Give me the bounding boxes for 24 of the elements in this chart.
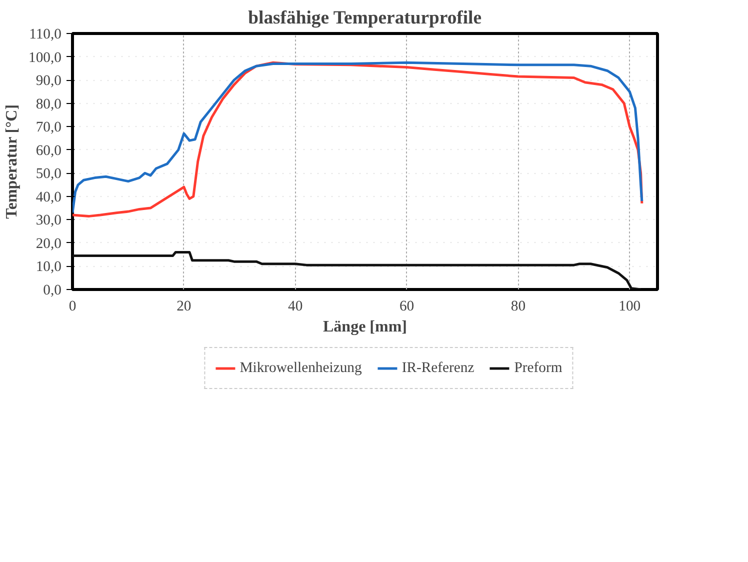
y-tick-label: 80,0	[36, 96, 62, 112]
legend-label: Preform	[514, 360, 562, 376]
y-tick-label: 10,0	[36, 259, 62, 276]
x-tick-label: 100	[618, 298, 641, 314]
x-tick-label: 80	[510, 298, 526, 314]
y-tick-label: 0,0	[43, 282, 62, 298]
chart-title: blasfähige Temperaturprofile	[248, 8, 482, 28]
y-tick-label: 50,0	[36, 166, 62, 182]
y-tick-label: 40,0	[36, 189, 62, 206]
x-axis-title: Länge [mm]	[323, 318, 407, 336]
x-tick-label: 60	[399, 298, 414, 314]
y-tick-label: 100,0	[28, 50, 62, 66]
legend-label: IR-Referenz	[402, 360, 474, 376]
x-tick-label: 20	[176, 298, 192, 314]
y-tick-label: 110,0	[29, 26, 62, 42]
y-tick-label: 20,0	[36, 236, 62, 252]
y-tick-label: 30,0	[36, 212, 62, 229]
y-tick-label: 70,0	[36, 120, 62, 136]
x-tick-label: 0	[68, 298, 76, 314]
legend-label: Mikrowellenheizung	[240, 360, 362, 376]
x-tick-label: 40	[288, 298, 303, 314]
y-tick-label: 90,0	[36, 73, 62, 90]
y-tick-label: 60,0	[36, 142, 62, 159]
y-axis-title: Temperatur [°C]	[4, 104, 21, 219]
